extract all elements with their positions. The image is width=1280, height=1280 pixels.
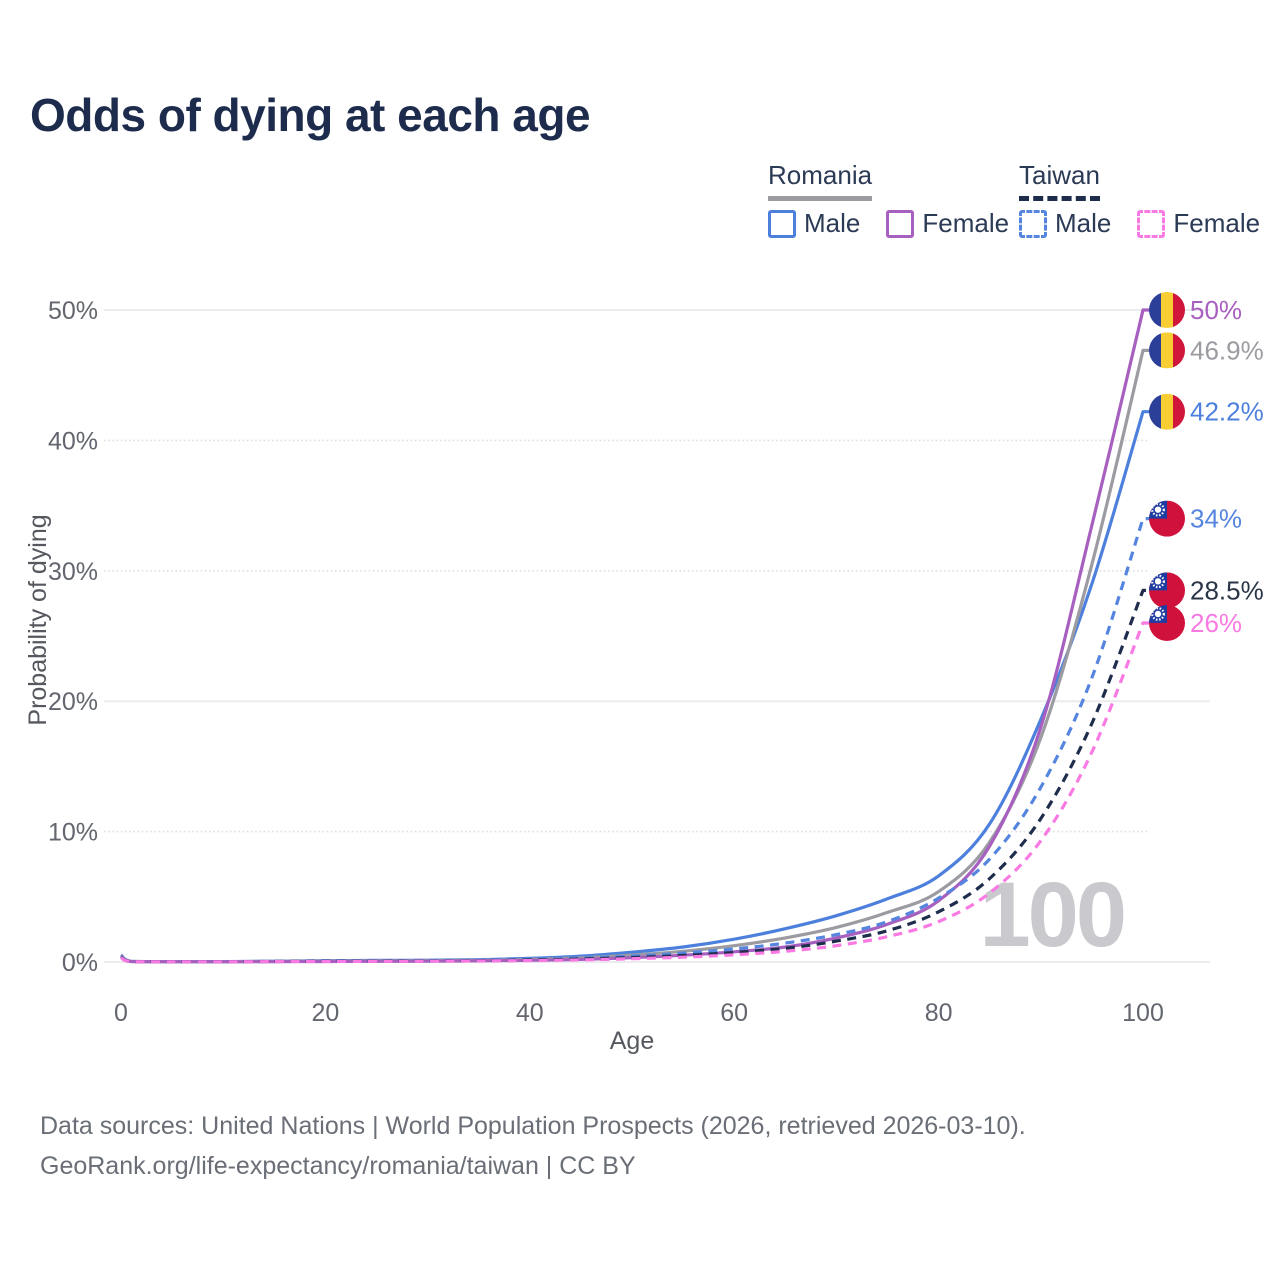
x-axis-title: Age — [610, 1027, 654, 1055]
page-title: Odds of dying at each age — [30, 89, 591, 141]
legend-item-label: Female — [1173, 208, 1261, 238]
x-tick-label: 60 — [720, 999, 748, 1027]
end-label-romania-male: 42.2% — [1190, 397, 1264, 427]
legend-item-romania-male[interactable]: Male — [768, 208, 860, 239]
taiwan-flag-icon — [1149, 604, 1185, 641]
y-tick-label: 20% — [48, 688, 98, 716]
taiwan-male-swatch-icon — [1019, 209, 1047, 238]
end-label-romania-both: 46.9% — [1190, 335, 1264, 365]
end-label-taiwan-both: 28.5% — [1190, 575, 1264, 605]
legend-country-taiwan[interactable]: Taiwan — [1019, 160, 1100, 201]
y-tick-label: 0% — [62, 949, 98, 977]
footer-attribution: GeoRank.org/life-expectancy/romania/taiw… — [40, 1152, 636, 1180]
legend-group-taiwan: Taiwan Male Female — [1019, 160, 1260, 239]
x-axis-ticks: 0 20 40 60 80 100 — [114, 999, 1164, 1027]
y-tick-label: 10% — [48, 819, 98, 847]
legend-item-taiwan-female[interactable]: Female — [1137, 208, 1260, 239]
y-axis-title: Probability of dying — [24, 514, 52, 725]
y-tick-label: 50% — [48, 297, 98, 325]
romania-flag-icon — [1149, 393, 1185, 430]
romania-male-swatch-icon — [768, 209, 796, 238]
series-line-taiwan-female[interactable] — [120, 621, 1150, 964]
legend-item-label: Female — [922, 208, 1010, 238]
end-label-romania-female: 50% — [1190, 295, 1242, 325]
y-axis-ticks: 0% 10% 20% 30% 40% 50% — [48, 297, 98, 977]
series-lines — [119, 308, 1150, 964]
hover-age-watermark: 100 — [980, 864, 1125, 966]
footer: Data sources: United Nations | World Pop… — [40, 1106, 1026, 1186]
legend: Romania Male Female Taiwan Male — [0, 160, 1280, 240]
footer-sources: Data sources: United Nations | World Pop… — [40, 1112, 1026, 1140]
romania-flag-icon — [1149, 332, 1185, 369]
romania-female-swatch-icon — [886, 209, 915, 238]
y-tick-label: 30% — [48, 558, 98, 586]
x-tick-label: 40 — [516, 999, 544, 1027]
legend-item-label: Male — [1055, 208, 1112, 238]
legend-country-romania[interactable]: Romania — [768, 160, 873, 201]
end-label-taiwan-female: 26% — [1190, 608, 1242, 638]
legend-group-romania: Romania Male Female — [768, 160, 1009, 239]
legend-item-romania-female[interactable]: Female — [886, 208, 1009, 239]
end-labels: 42.2% 46.9% 50% 34% 28.5%26% — [1149, 292, 1264, 641]
legend-item-label: Male — [804, 208, 861, 238]
series-line-romania-female[interactable] — [120, 308, 1150, 964]
x-tick-label: 0 — [114, 999, 128, 1027]
x-tick-label: 100 — [1122, 999, 1164, 1027]
taiwan-flag-icon — [1149, 572, 1185, 609]
romania-flag-icon — [1149, 292, 1185, 328]
taiwan-flag-icon — [1149, 500, 1185, 537]
legend-item-taiwan-male[interactable]: Male — [1019, 208, 1111, 239]
end-label-taiwan-male: 34% — [1190, 504, 1242, 534]
y-tick-label: 40% — [48, 427, 98, 455]
x-tick-label: 20 — [311, 999, 339, 1027]
x-tick-label: 80 — [925, 999, 953, 1027]
taiwan-female-swatch-icon — [1137, 209, 1166, 238]
